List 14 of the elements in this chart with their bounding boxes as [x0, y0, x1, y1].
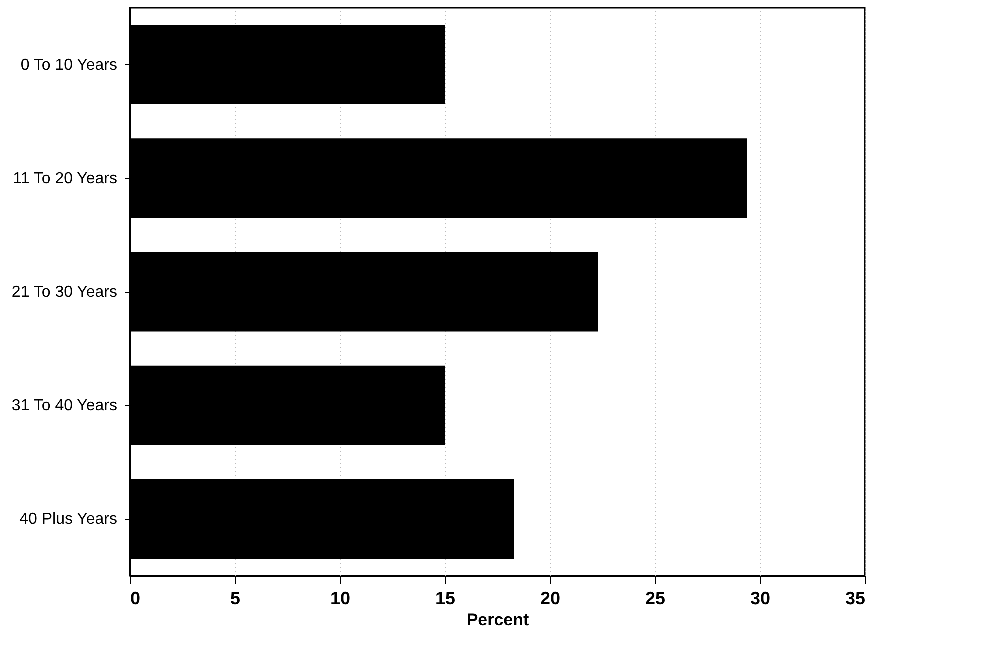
x-tick-label: 35: [845, 588, 866, 608]
y-tick-label: 40 Plus Years: [20, 511, 118, 528]
x-tick-label: 10: [330, 588, 351, 608]
x-axis-title: Percent: [466, 610, 530, 630]
y-tick-label: 31 To 40 Years: [12, 398, 118, 415]
y-tick-label: 11 To 20 Years: [13, 170, 118, 188]
x-tick-label: 5: [230, 588, 241, 608]
x-tick-label: 15: [435, 588, 456, 608]
x-tick-label: 30: [750, 588, 771, 608]
y-tick-label: 0 To 10 Years: [20, 56, 118, 74]
x-tick-label: 20: [540, 588, 561, 608]
x-tick-label: 0: [130, 588, 141, 608]
y-tick-label: 21 To 30 Years: [12, 284, 118, 301]
x-tick-label: 25: [645, 588, 666, 608]
